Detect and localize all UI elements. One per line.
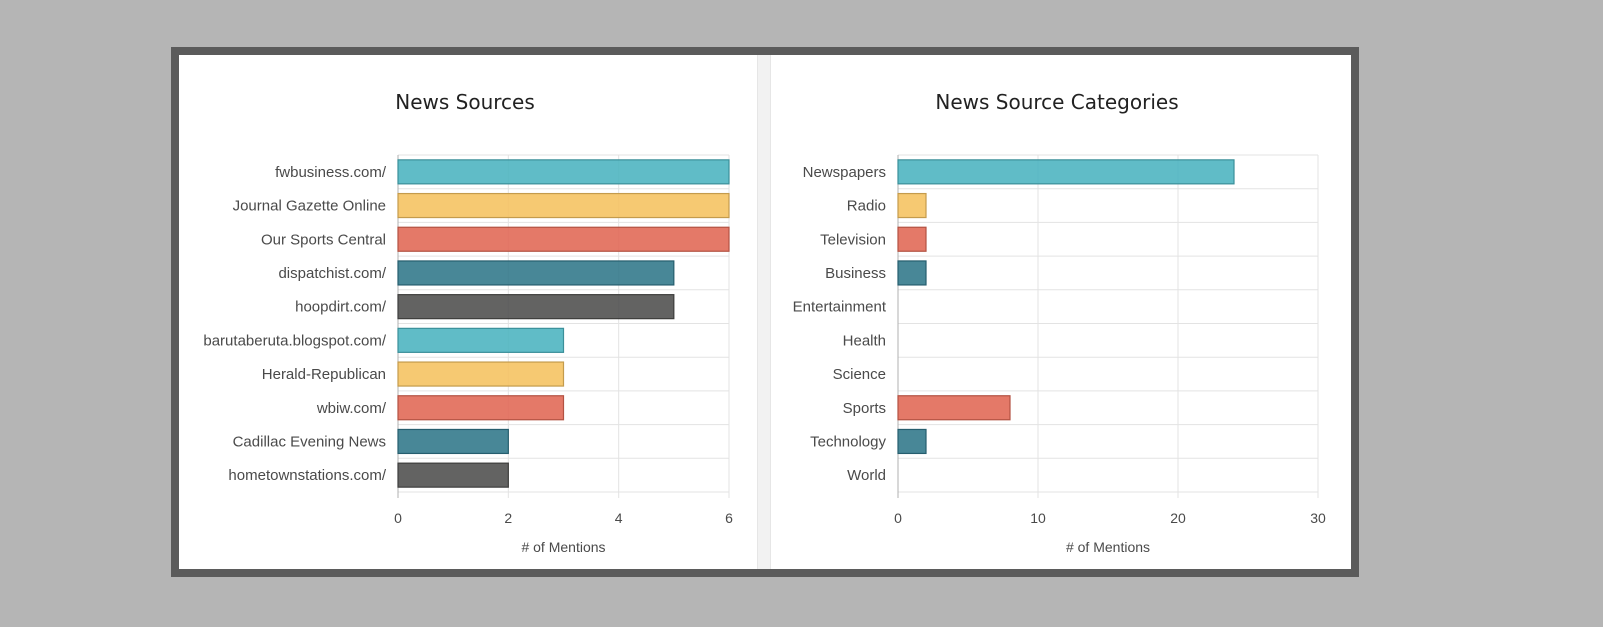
x-axis-title: # of Mentions xyxy=(521,539,605,555)
category-labels: Newspapers Radio Television Business Enterta… xyxy=(793,164,887,484)
category-label: wbiw.com/ xyxy=(316,400,387,417)
dashboard-frame: News Sources # of Mentions fwbusiness.co… xyxy=(171,47,1359,577)
grid xyxy=(897,154,1319,498)
category-label: Health xyxy=(843,332,886,349)
category-label: Our Sports Central xyxy=(261,231,386,248)
category-label: Cadillac Evening News xyxy=(233,433,386,450)
category-label: dispatchist.com/ xyxy=(278,265,386,282)
bar[interactable] xyxy=(397,395,565,421)
category-label: fwbusiness.com/ xyxy=(275,164,387,181)
bar[interactable] xyxy=(397,361,565,387)
news-source-categories-chart: News Source Categories # of Mentions New… xyxy=(793,90,1326,555)
x-tick-label: 10 xyxy=(1030,510,1046,526)
news-source-categories-panel: News Source Categories # of Mentions New… xyxy=(770,55,1351,569)
x-tick-label: 0 xyxy=(894,510,902,526)
bar[interactable] xyxy=(897,159,1235,185)
category-label: Business xyxy=(825,265,886,282)
bar[interactable] xyxy=(397,226,730,252)
category-label: Entertainment xyxy=(793,299,887,316)
category-label: hoopdirt.com/ xyxy=(295,299,387,316)
bar[interactable] xyxy=(897,395,1011,421)
category-label: World xyxy=(847,467,886,484)
bar[interactable] xyxy=(897,192,927,219)
category-label: hometownstations.com/ xyxy=(228,467,386,484)
bar[interactable] xyxy=(397,462,509,488)
category-label: Radio xyxy=(847,198,886,215)
bars xyxy=(897,159,1235,455)
bar[interactable] xyxy=(397,260,675,286)
category-label: Science xyxy=(833,366,886,383)
category-label: Sports xyxy=(843,400,886,417)
category-labels: fwbusiness.com/Journal Gazette Online Our… xyxy=(203,164,386,484)
x-axis-title: # of Mentions xyxy=(1066,539,1150,555)
x-tick-label: 6 xyxy=(725,510,733,526)
bar[interactable] xyxy=(397,428,509,455)
x-axis-ticks: 0 10 20 30 xyxy=(894,510,1326,526)
bar[interactable] xyxy=(897,428,927,455)
bars xyxy=(397,159,730,488)
news-sources-panel: News Sources # of Mentions fwbusiness.co… xyxy=(179,55,757,569)
category-label: Technology xyxy=(810,433,886,450)
chart-title: News Source Categories xyxy=(935,90,1178,114)
category-label: Newspapers xyxy=(803,164,886,181)
x-tick-label: 30 xyxy=(1310,510,1326,526)
category-label: Journal Gazette Online xyxy=(233,198,386,215)
bar[interactable] xyxy=(397,192,730,219)
x-tick-label: 20 xyxy=(1170,510,1186,526)
category-label: Television xyxy=(820,231,886,248)
chart-title: News Sources xyxy=(395,90,535,114)
x-axis-ticks: 0 2 4 6 xyxy=(394,510,733,526)
x-tick-label: 0 xyxy=(394,510,402,526)
bar[interactable] xyxy=(397,294,675,320)
x-tick-label: 4 xyxy=(615,510,623,526)
panel-divider xyxy=(757,55,771,569)
bar[interactable] xyxy=(897,226,927,252)
news-sources-chart: News Sources # of Mentions fwbusiness.co… xyxy=(203,90,733,555)
category-label: Herald-Republican xyxy=(262,366,386,383)
bar[interactable] xyxy=(397,327,565,353)
x-tick-label: 2 xyxy=(504,510,512,526)
bar[interactable] xyxy=(897,260,927,286)
bar[interactable] xyxy=(397,159,730,185)
category-label: barutaberuta.blogspot.com/ xyxy=(203,332,386,349)
